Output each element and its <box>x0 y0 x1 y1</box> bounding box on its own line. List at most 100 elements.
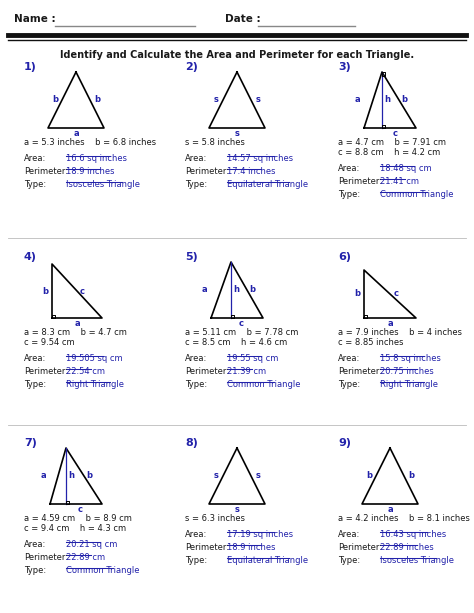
Text: 22.89 inches: 22.89 inches <box>380 543 434 552</box>
Text: Perimeter:: Perimeter: <box>24 553 68 562</box>
Text: b: b <box>94 96 100 104</box>
Text: 2): 2) <box>185 62 198 72</box>
Text: Type:: Type: <box>338 190 360 199</box>
Text: Area:: Area: <box>24 354 46 363</box>
Text: c: c <box>392 129 398 137</box>
Text: c = 8.85 inches: c = 8.85 inches <box>338 338 403 347</box>
Text: b: b <box>249 286 255 294</box>
Text: 9): 9) <box>338 438 351 448</box>
Text: c: c <box>78 504 82 514</box>
Text: 18.9 inches: 18.9 inches <box>227 543 275 552</box>
Text: c: c <box>238 319 244 327</box>
Text: Type:: Type: <box>24 566 46 575</box>
Text: b: b <box>408 471 414 481</box>
Text: 17.19 sq inches: 17.19 sq inches <box>227 530 293 539</box>
Text: 20.75 inches: 20.75 inches <box>380 367 434 376</box>
Text: a: a <box>387 319 393 327</box>
Text: 8): 8) <box>185 438 198 448</box>
Text: a: a <box>201 286 207 294</box>
Text: Type:: Type: <box>185 380 207 389</box>
Text: c = 9.54 cm: c = 9.54 cm <box>24 338 74 347</box>
Text: s: s <box>214 96 219 104</box>
Text: 19.55 sq cm: 19.55 sq cm <box>227 354 278 363</box>
Text: a = 5.3 inches    b = 6.8 inches: a = 5.3 inches b = 6.8 inches <box>24 138 156 147</box>
Text: s: s <box>255 96 260 104</box>
Text: Type:: Type: <box>338 556 360 565</box>
Text: c: c <box>80 286 84 295</box>
Text: a = 7.9 inches    b = 4 inches: a = 7.9 inches b = 4 inches <box>338 328 462 337</box>
Text: a = 8.3 cm    b = 4.7 cm: a = 8.3 cm b = 4.7 cm <box>24 328 127 337</box>
Text: 21.41 cm: 21.41 cm <box>380 177 419 186</box>
Text: h: h <box>384 96 390 104</box>
Text: a: a <box>74 319 80 327</box>
Text: Identify and Calculate the Area and Perimeter for each Triangle.: Identify and Calculate the Area and Peri… <box>60 50 414 60</box>
Text: a: a <box>73 129 79 137</box>
Text: 18.9 inches: 18.9 inches <box>66 167 115 176</box>
Text: 17.4 inches: 17.4 inches <box>227 167 275 176</box>
Text: Right Triangle: Right Triangle <box>380 380 438 389</box>
Text: 22.89 cm: 22.89 cm <box>66 553 105 562</box>
Text: c = 8.8 cm    h = 4.2 cm: c = 8.8 cm h = 4.2 cm <box>338 148 440 157</box>
Text: Isosceles Triangle: Isosceles Triangle <box>66 180 140 189</box>
Text: Area:: Area: <box>185 354 207 363</box>
Text: 16.43 sq inches: 16.43 sq inches <box>380 530 446 539</box>
Text: Area:: Area: <box>338 164 360 173</box>
Text: Equilateral Triangle: Equilateral Triangle <box>227 180 308 189</box>
Text: Common Triangle: Common Triangle <box>66 566 139 575</box>
Text: a: a <box>40 471 46 481</box>
Text: Name :: Name : <box>14 14 55 24</box>
Text: a: a <box>387 504 393 514</box>
Text: Date :: Date : <box>225 14 261 24</box>
Text: Area:: Area: <box>185 154 207 163</box>
Text: b: b <box>52 96 58 104</box>
Text: 21.39 cm: 21.39 cm <box>227 367 266 376</box>
Text: 7): 7) <box>24 438 37 448</box>
Text: a = 4.7 cm    b = 7.91 cm: a = 4.7 cm b = 7.91 cm <box>338 138 446 147</box>
Text: b: b <box>354 289 360 299</box>
Text: 6): 6) <box>338 252 351 262</box>
Text: Common Triangle: Common Triangle <box>380 190 454 199</box>
Text: Perimeter:: Perimeter: <box>338 177 382 186</box>
Text: Type:: Type: <box>24 180 46 189</box>
Text: Perimeter:: Perimeter: <box>338 367 382 376</box>
Text: h: h <box>68 471 74 481</box>
Text: 19.505 sq cm: 19.505 sq cm <box>66 354 123 363</box>
Text: s = 5.8 inches: s = 5.8 inches <box>185 138 245 147</box>
Text: Perimeter:: Perimeter: <box>185 167 229 176</box>
Text: Right Triangle: Right Triangle <box>66 380 124 389</box>
Text: s: s <box>214 471 219 481</box>
Text: Common Triangle: Common Triangle <box>227 380 301 389</box>
Text: s: s <box>235 504 239 514</box>
Text: Area:: Area: <box>338 354 360 363</box>
Text: Area:: Area: <box>24 540 46 549</box>
Text: b: b <box>366 471 372 481</box>
Text: 20.21 sq cm: 20.21 sq cm <box>66 540 118 549</box>
Text: c: c <box>393 289 399 299</box>
Text: h: h <box>233 286 239 294</box>
Text: b: b <box>401 96 407 104</box>
Text: s: s <box>255 471 260 481</box>
Text: 16.6 sq inches: 16.6 sq inches <box>66 154 127 163</box>
Text: 18.48 sq cm: 18.48 sq cm <box>380 164 432 173</box>
Text: 3): 3) <box>338 62 351 72</box>
Text: 4): 4) <box>24 252 37 262</box>
Text: Area:: Area: <box>24 154 46 163</box>
Text: c = 8.5 cm    h = 4.6 cm: c = 8.5 cm h = 4.6 cm <box>185 338 287 347</box>
Text: Area:: Area: <box>185 530 207 539</box>
Text: Area:: Area: <box>338 530 360 539</box>
Text: Type:: Type: <box>185 180 207 189</box>
Text: Type:: Type: <box>185 556 207 565</box>
Text: b: b <box>86 471 92 481</box>
Text: Perimeter:: Perimeter: <box>185 367 229 376</box>
Text: a = 4.2 inches    b = 8.1 inches: a = 4.2 inches b = 8.1 inches <box>338 514 470 523</box>
Text: a = 5.11 cm    b = 7.78 cm: a = 5.11 cm b = 7.78 cm <box>185 328 298 337</box>
Text: s = 6.3 inches: s = 6.3 inches <box>185 514 245 523</box>
Text: 22.54 cm: 22.54 cm <box>66 367 105 376</box>
Text: 14.57 sq inches: 14.57 sq inches <box>227 154 293 163</box>
Text: b: b <box>42 286 48 295</box>
Text: Perimeter:: Perimeter: <box>338 543 382 552</box>
Text: Type:: Type: <box>24 380 46 389</box>
Text: Equilateral Triangle: Equilateral Triangle <box>227 556 308 565</box>
Text: 5): 5) <box>185 252 198 262</box>
Text: Perimeter:: Perimeter: <box>24 367 68 376</box>
